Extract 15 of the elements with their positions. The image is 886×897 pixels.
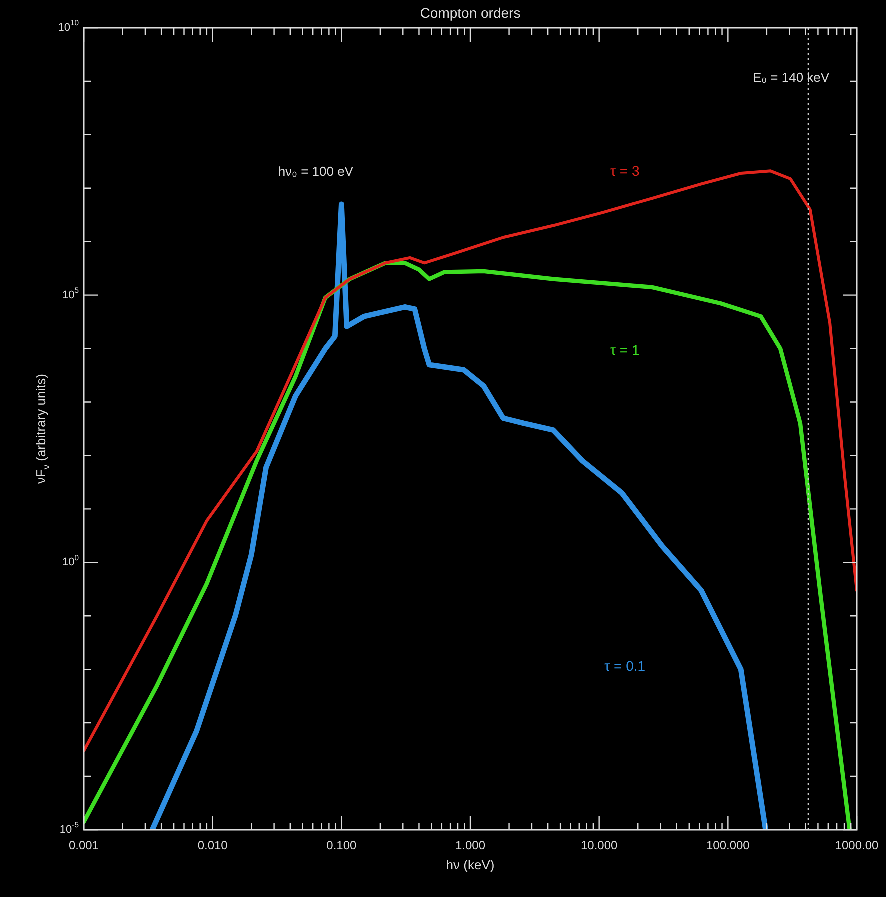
x-tick-label: 1.000 xyxy=(455,838,486,852)
y-axis-title: νFν (arbitrary units) xyxy=(34,374,52,484)
annotation: hν₀ = 100 eV xyxy=(278,164,354,179)
x-tick-label: 1000.00 xyxy=(835,838,880,852)
x-tick-label: 10.000 xyxy=(580,838,618,852)
chart-title: Compton orders xyxy=(420,4,521,21)
annotation: E₀ = 140 keV xyxy=(753,70,830,86)
text: τ = 0.1 xyxy=(604,658,646,674)
x-tick-label: 0.010 xyxy=(198,838,228,852)
x-axis-title: hν (keV) xyxy=(446,858,495,873)
x-tick-label: 100.000 xyxy=(706,838,750,852)
x-tick-label: 0.001 xyxy=(68,838,100,852)
x-tick-label: 0.100 xyxy=(326,838,358,852)
series-label: τ = 3 xyxy=(610,163,640,180)
text: τ = 1 xyxy=(610,342,640,358)
